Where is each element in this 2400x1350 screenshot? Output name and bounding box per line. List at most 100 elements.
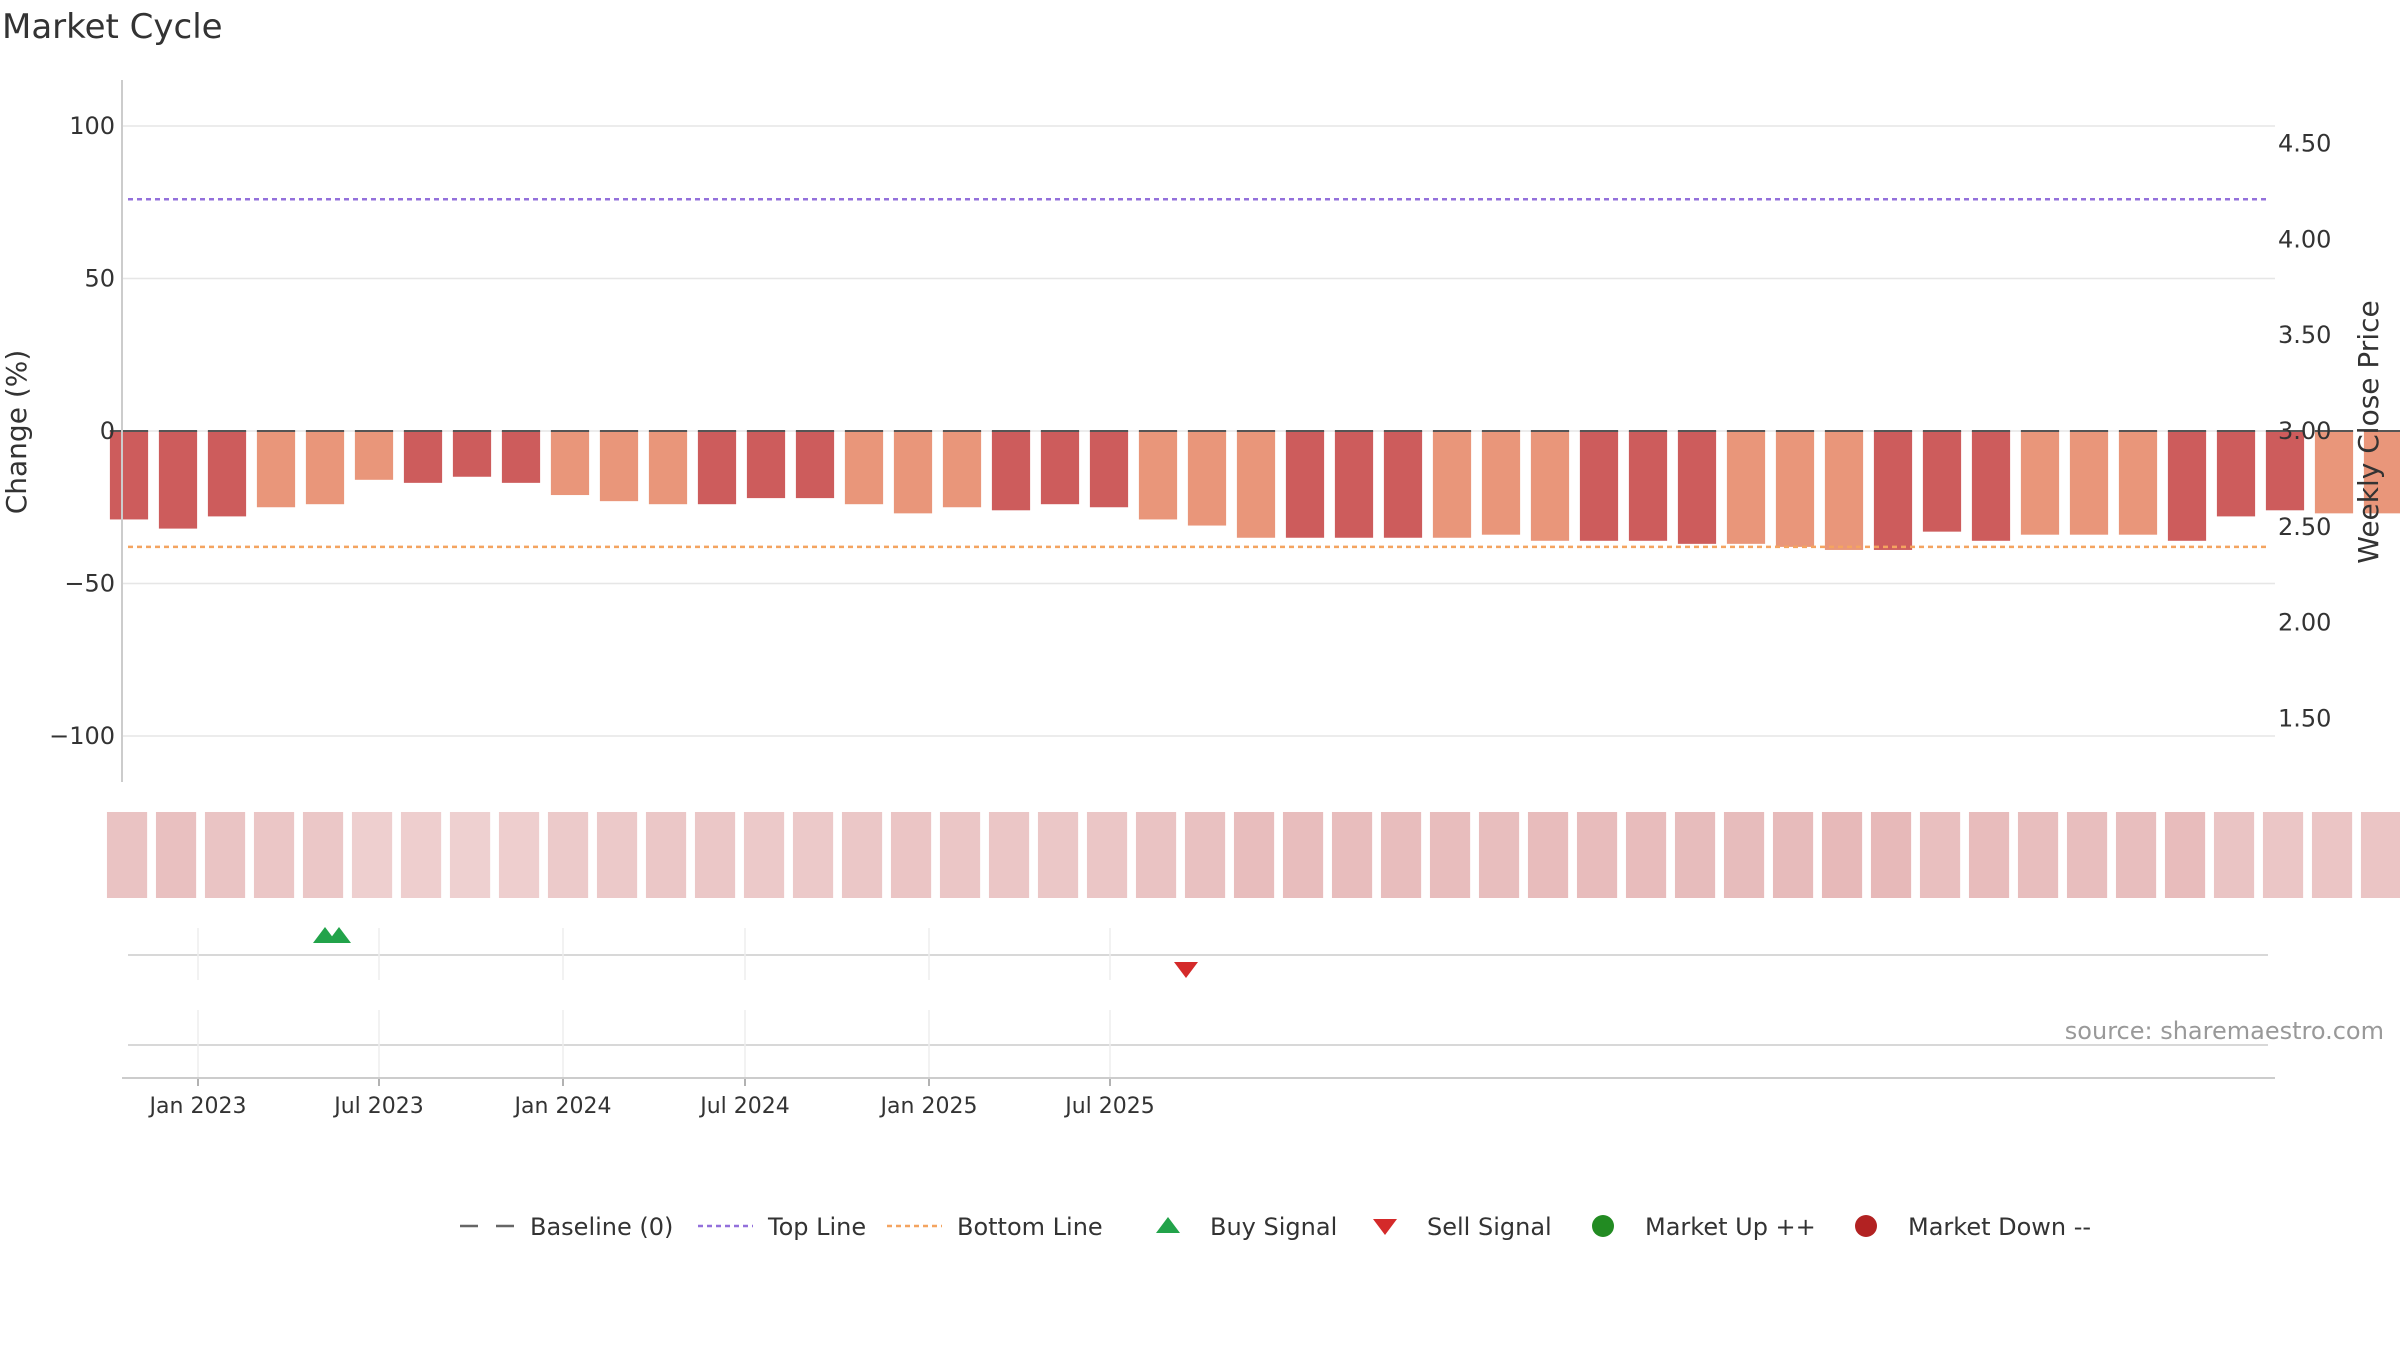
bar [1530,431,1570,541]
legend-item: Top Line [698,1213,866,1241]
bar [697,431,737,505]
bar [991,431,1031,511]
legend-label: Market Up ++ [1645,1213,1816,1241]
heat-cell [1037,812,1079,898]
heat-cell [1527,812,1569,898]
bar [207,431,247,517]
bar [1040,431,1080,505]
bar [550,431,590,496]
x-axis: Jan 2023 Jul 2023 Jan 2024 Jul 2024 Jan 2025… [122,928,2275,1119]
y2-tick-label: 2.50 [2278,513,2331,541]
legend-swatch [1156,1217,1180,1233]
heat-cell [1380,812,1422,898]
heat-cell [1233,812,1275,898]
legend: Baseline (0) Top Line Bottom Line Buy Signa… [460,1213,2091,1241]
bar [2167,431,2207,541]
heat-cell [694,812,736,898]
heat-cell [2017,812,2059,898]
bar [1873,431,1913,550]
heat-cell [939,812,981,898]
y2-tick-label: 2.00 [2278,609,2331,637]
reference-lines [128,197,2268,549]
bar [501,431,541,483]
bar [1481,431,1521,535]
heat-cell [547,812,589,898]
bar [109,431,149,520]
heat-strip [106,812,2400,898]
bar [942,431,982,508]
heat-cell [1576,812,1618,898]
heat-cell [2360,812,2400,898]
heat-cell [792,812,834,898]
y-tick-label: −50 [64,570,115,598]
bar [2069,431,2109,535]
heat-cell [449,812,491,898]
bar [1138,431,1178,520]
heat-cell [596,812,638,898]
y2-tick-label: 1.50 [2278,704,2331,732]
bar [1971,431,2011,541]
chart-title: Market Cycle [2,7,223,47]
bar [599,431,639,502]
heat-cell [155,812,197,898]
heat-cell [645,812,687,898]
heat-cell [1625,812,1667,898]
legend-item: Sell Signal [1373,1213,1552,1241]
bar [893,431,933,514]
bar [305,431,345,505]
heat-cell [1870,812,1912,898]
heat-cell [1135,812,1177,898]
heat-cell [2164,812,2206,898]
bar [1236,431,1276,538]
y-tick-label: −100 [49,722,115,750]
bar [1824,431,1864,550]
x-tick-label: Jan 2025 [879,1094,978,1119]
heat-cell [106,812,148,898]
y2-tick-label: 4.50 [2278,130,2331,158]
bar [158,431,198,529]
bar [1677,431,1717,544]
heat-cell [1086,812,1128,898]
bar [1775,431,1815,547]
heat-cell [841,812,883,898]
heat-cell [302,812,344,898]
y2-tick-label: 3.50 [2278,321,2331,349]
legend-label: Top Line [767,1213,866,1241]
heat-cell [988,812,1030,898]
bar [2265,431,2305,511]
bar [1579,431,1619,541]
legend-item: Market Down -- [1855,1213,2091,1241]
legend-label: Buy Signal [1210,1213,1337,1241]
heat-cell [1821,812,1863,898]
bar [354,431,394,480]
heat-cell [253,812,295,898]
bar [1187,431,1227,526]
heat-cell [743,812,785,898]
heat-cell [2262,812,2304,898]
bar [2118,431,2158,535]
y2-axis-title: Weekly Close Price [2352,300,2385,563]
bar [795,431,835,499]
bar [1726,431,1766,544]
legend-label: Bottom Line [957,1213,1103,1241]
legend-label: Sell Signal [1427,1213,1552,1241]
x-tick-label: Jul 2024 [698,1094,790,1119]
signal-panel [128,927,2268,1046]
bar [1383,431,1423,538]
heat-cell [1184,812,1226,898]
bar [2314,431,2354,514]
bar [1922,431,1962,532]
y2-tick-label: 3.00 [2278,417,2331,445]
bar [1285,431,1325,538]
axes: 100 50 0 −50 −100 4.50 4.00 3.50 3.00 2.50 2.00 1.5… [49,80,2331,782]
bar [1334,431,1374,538]
legend-swatch [1373,1219,1397,1235]
heat-cell [1478,812,1520,898]
bar [452,431,492,477]
heat-cell [351,812,393,898]
sell-signal-marker [1174,962,1198,978]
bar [2020,431,2060,535]
source-label: source: sharemaestro.com [2065,1017,2384,1045]
heat-cell [1282,812,1324,898]
legend-item: Market Up ++ [1592,1213,1816,1241]
